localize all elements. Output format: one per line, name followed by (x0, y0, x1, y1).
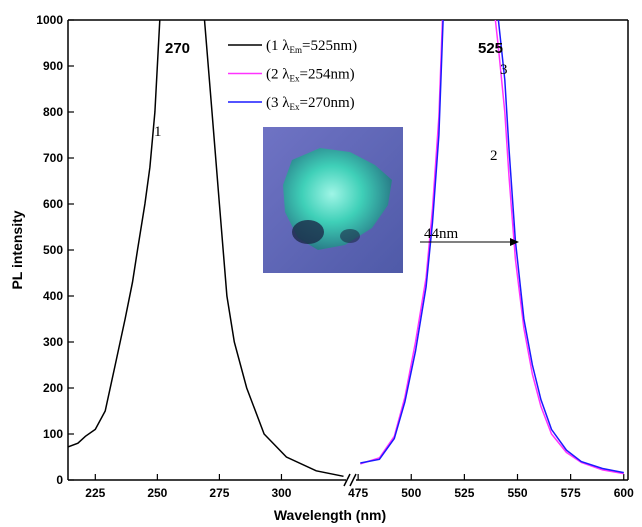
y-tick-label: 700 (43, 151, 63, 165)
annotation: 3 (500, 62, 508, 78)
y-tick-label: 100 (43, 427, 63, 441)
x-tick-label: 475 (348, 486, 368, 500)
legend-label-part: (1 λ (266, 38, 290, 54)
x-tick-label: 575 (561, 486, 581, 500)
annotation-arrowhead (510, 238, 519, 246)
x-tick-label: 550 (507, 486, 527, 500)
x-tick-label: 225 (85, 486, 105, 500)
legend-label: (1 λEm=525nm) (266, 38, 357, 55)
x-tick-label: 275 (209, 486, 229, 500)
x-tick-label: 300 (271, 486, 291, 500)
axis-break (343, 473, 357, 487)
x-tick-label: 600 (614, 486, 634, 500)
annotation: 270 (165, 40, 190, 57)
y-tick-label: 600 (43, 197, 63, 211)
inset-photo (263, 127, 403, 273)
legend-label-part: Ex (290, 102, 300, 112)
legend-label-part: =525nm) (302, 38, 357, 54)
y-tick-label: 900 (43, 59, 63, 73)
annotation: 1 (154, 124, 162, 140)
series-line (360, 20, 624, 474)
legend-label-part: Ex (290, 74, 300, 84)
annotation: 44nm (424, 226, 459, 242)
legend-label-part: =270nm) (300, 95, 355, 111)
annotation: 2 (490, 148, 498, 164)
x-tick-label: 250 (147, 486, 167, 500)
y-tick-label: 200 (43, 381, 63, 395)
x-axis-title: Wavelength (nm) (274, 507, 386, 523)
y-tick-label: 800 (43, 105, 63, 119)
y-tick-label: 0 (56, 473, 63, 487)
series-line (68, 20, 344, 478)
y-tick-label: 400 (43, 289, 63, 303)
plot-area (68, 20, 624, 478)
legend-label: (2 λEx=254nm) (266, 67, 355, 84)
legend-label-part: (3 λ (266, 95, 290, 111)
legend-label-part: (2 λ (266, 67, 290, 83)
x-tick-label: 500 (401, 486, 421, 500)
legend-label-part: =254nm) (300, 67, 355, 83)
legend-label: (3 λEx=270nm) (266, 95, 355, 112)
y-axis-title: PL intensity (9, 210, 25, 289)
legend-label-part: Em (290, 45, 303, 55)
y-tick-label: 500 (43, 243, 63, 257)
annotation: 525 (478, 40, 503, 57)
series-line (360, 20, 624, 475)
y-tick-label: 300 (43, 335, 63, 349)
x-tick-label: 525 (454, 486, 474, 500)
y-tick-label: 1000 (36, 13, 63, 27)
